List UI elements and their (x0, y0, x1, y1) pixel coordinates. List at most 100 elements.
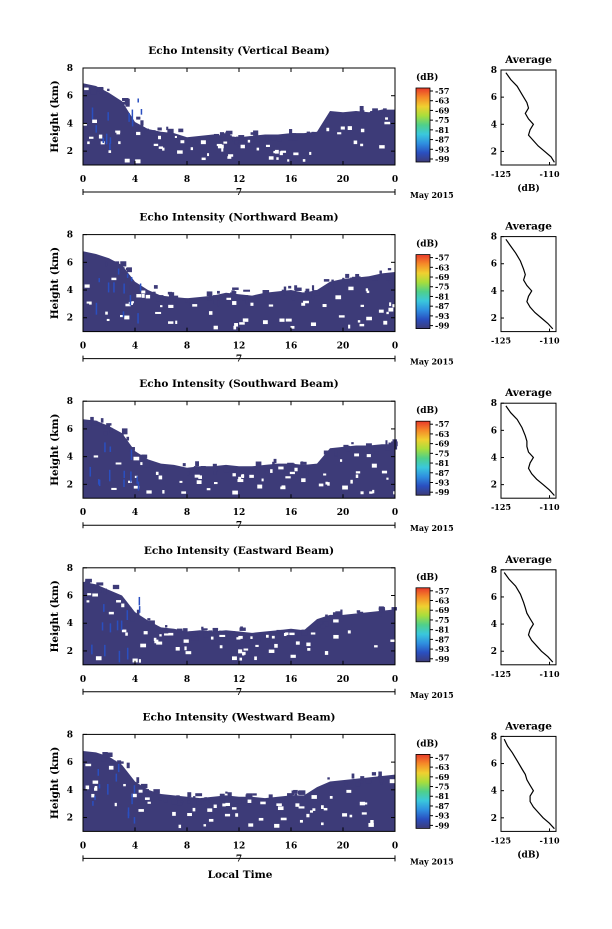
echo-cell (277, 294, 282, 297)
gap-cell (108, 150, 112, 153)
gap-cell (192, 807, 196, 812)
echo-cell (286, 134, 293, 140)
echo-cell (387, 268, 392, 271)
echo-cell (383, 444, 390, 448)
gap-cell (280, 150, 287, 153)
streak-cell (105, 133, 108, 145)
gap-cell (355, 471, 361, 474)
profile-y-tick-label: 8 (491, 732, 497, 742)
profile-y-tick-label: 4 (491, 453, 497, 463)
y-tick-label: 2 (67, 647, 73, 657)
echo-cell (311, 285, 315, 291)
echo-cell (200, 465, 206, 469)
echo-cell (360, 776, 365, 783)
x-tick-label: 20 (337, 508, 350, 518)
gap-cell (124, 315, 130, 320)
gap-cell (370, 820, 374, 824)
gap-cell (268, 304, 274, 307)
gap-cell (234, 323, 238, 327)
colorbar-unit: (dB) (416, 72, 438, 83)
gap-cell (133, 456, 140, 461)
echo-cell (126, 762, 130, 769)
echo-cell (208, 800, 212, 803)
gap-cell (289, 471, 295, 475)
echo-cell (255, 637, 261, 642)
gap-cell (274, 823, 280, 828)
profile-x-tick-label: -125 (491, 835, 511, 845)
profile-y-tick-label: 2 (491, 647, 497, 657)
gap-cell (335, 295, 342, 300)
date-axis-day: 7 (236, 521, 242, 531)
echo-cell (99, 87, 104, 94)
gap-cell (210, 636, 214, 640)
gap-cell (84, 87, 89, 91)
echo-cell (142, 789, 149, 793)
gap-cell (250, 302, 254, 306)
echo-cell (252, 471, 256, 477)
echo-cell (217, 300, 220, 307)
echo-cell (329, 286, 335, 291)
gap-cell (181, 491, 187, 494)
streak-cell (138, 596, 141, 606)
colorbar-tick-label: -63 (435, 596, 450, 606)
echo-cell (291, 633, 297, 638)
y-axis-label: Height (km) (49, 580, 61, 652)
gap-cell (349, 814, 353, 818)
echo-cell (243, 289, 251, 292)
bottom-xlabel: Local Time (208, 869, 273, 881)
echo-cell (180, 800, 184, 803)
echo-cell (215, 468, 218, 472)
streak-cell (108, 469, 111, 482)
streak-cell (98, 278, 100, 283)
streak-cell (126, 610, 129, 621)
gap-cell (87, 141, 90, 145)
gap-cell (125, 632, 128, 636)
gap-cell (85, 785, 90, 790)
gap-cell (243, 648, 249, 651)
echo-cell (377, 775, 383, 780)
date-label: May 2015 (410, 856, 454, 866)
gap-cell (271, 635, 275, 639)
gap-cell (213, 804, 217, 809)
gap-cell (339, 459, 343, 462)
gap-cell (285, 318, 292, 322)
echo-cell (142, 461, 150, 468)
echo-cell (209, 137, 214, 140)
profile-x-tick-label: -110 (540, 502, 560, 512)
echo-cell (125, 104, 130, 107)
colorbar-tick-label: -57 (435, 253, 449, 263)
gap-cell (91, 793, 95, 798)
echo-cell (301, 629, 308, 636)
y-tick-label: 6 (67, 592, 73, 602)
echo-cell (371, 772, 377, 776)
echo-cell (100, 423, 104, 427)
gap-cell (147, 801, 151, 804)
x-tick-label: 8 (184, 342, 190, 352)
date-label: May 2015 (410, 523, 454, 533)
echo-cell (120, 267, 125, 273)
echo-cell (371, 277, 378, 281)
gap-cell (180, 140, 185, 144)
echo-cell (323, 621, 329, 627)
echo-cell (251, 637, 258, 641)
gap-cell (369, 491, 373, 494)
streak-cell (89, 466, 92, 477)
gap-cell (389, 779, 396, 784)
gap-cell (289, 632, 295, 636)
echo-cell (386, 278, 393, 281)
gap-cell (393, 491, 399, 495)
echo-cell (345, 445, 351, 452)
echo-cell (383, 108, 387, 112)
profile-x-tick-label: -125 (491, 336, 511, 346)
echo-cell (213, 299, 219, 305)
echo-cell (176, 800, 183, 806)
echo-cell (167, 128, 174, 135)
gap-cell (226, 297, 232, 300)
gap-cell (383, 320, 388, 325)
echo-cell (187, 800, 191, 804)
gap-cell (279, 318, 285, 322)
echo-region (83, 83, 395, 165)
echo-cell (320, 621, 323, 625)
y-tick-label: 8 (67, 64, 73, 74)
echo-cell (378, 607, 384, 610)
